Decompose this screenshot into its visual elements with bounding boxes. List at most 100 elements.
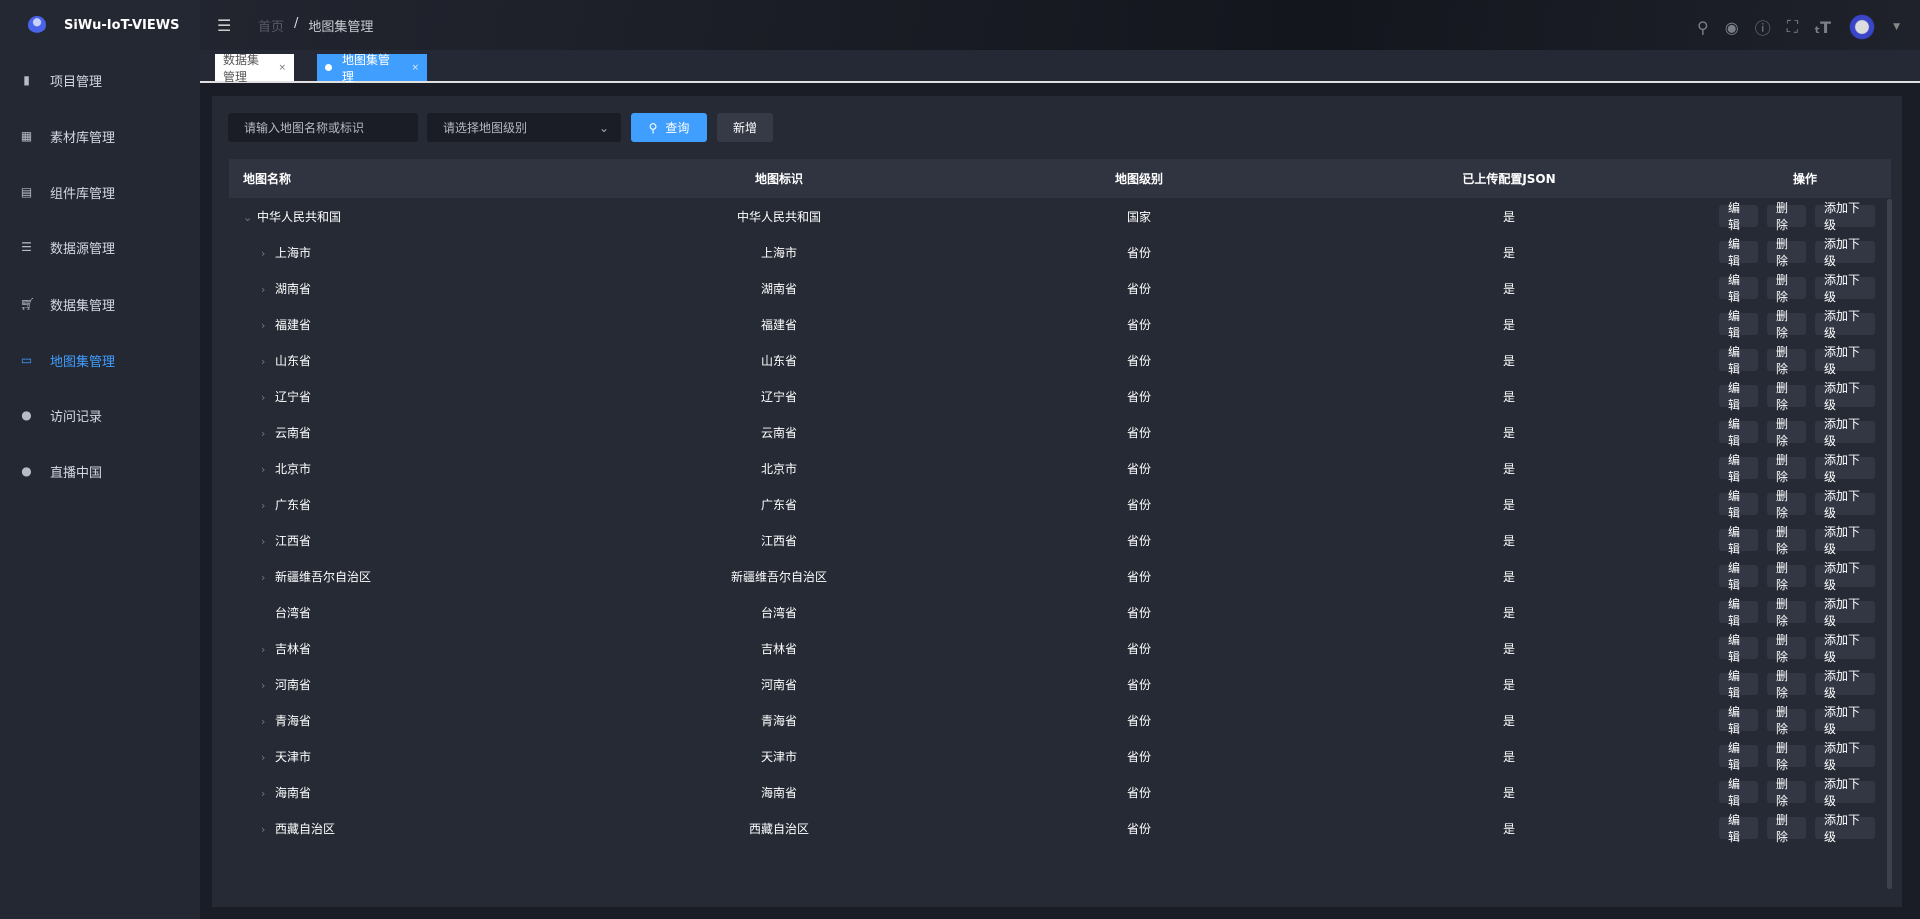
- close-icon[interactable]: ×: [411, 62, 419, 73]
- chevron-right-icon[interactable]: ›: [261, 390, 266, 404]
- font-size-icon[interactable]: ₜT: [1813, 17, 1832, 37]
- delete-button[interactable]: 删除: [1767, 777, 1806, 808]
- close-icon[interactable]: ×: [278, 62, 286, 73]
- edit-button[interactable]: 编辑: [1719, 669, 1758, 700]
- add-child-button[interactable]: 添加下级: [1815, 741, 1875, 772]
- add-child-button[interactable]: 添加下级: [1815, 777, 1875, 808]
- add-child-button[interactable]: 添加下级: [1815, 237, 1875, 268]
- table-scrollbar[interactable]: [1887, 199, 1892, 889]
- chevron-right-icon[interactable]: ›: [261, 534, 266, 548]
- edit-button[interactable]: 编辑: [1719, 597, 1758, 628]
- delete-button[interactable]: 删除: [1767, 633, 1806, 664]
- app-logo[interactable]: SiWu-IoT-VIEWS: [0, 0, 200, 50]
- github-icon[interactable]: ◉: [1724, 17, 1739, 37]
- edit-button[interactable]: 编辑: [1719, 777, 1758, 808]
- add-child-button[interactable]: 添加下级: [1815, 201, 1875, 232]
- delete-button[interactable]: 删除: [1767, 345, 1806, 376]
- chevron-right-icon[interactable]: ›: [261, 354, 266, 368]
- sidebar-item-0[interactable]: ▮ 项目管理: [0, 60, 200, 100]
- json-uploaded: 是: [1502, 749, 1515, 764]
- sidebar-item-2[interactable]: ▤ 组件库管理: [0, 172, 200, 212]
- map-level: 省份: [1126, 569, 1151, 584]
- delete-button[interactable]: 删除: [1767, 705, 1806, 736]
- add-child-button[interactable]: 添加下级: [1815, 669, 1875, 700]
- chevron-right-icon[interactable]: ›: [261, 642, 266, 656]
- add-child-button[interactable]: 添加下级: [1815, 309, 1875, 340]
- fullscreen-icon[interactable]: ⛶: [1786, 17, 1798, 36]
- sidebar-item-6[interactable]: ● 访问记录: [0, 395, 200, 435]
- edit-button[interactable]: 编辑: [1719, 633, 1758, 664]
- chevron-right-icon[interactable]: ›: [261, 750, 266, 764]
- edit-button[interactable]: 编辑: [1719, 453, 1758, 484]
- add-button[interactable]: 新增: [717, 113, 773, 142]
- delete-button[interactable]: 删除: [1767, 561, 1806, 592]
- edit-button[interactable]: 编辑: [1719, 561, 1758, 592]
- add-child-button[interactable]: 添加下级: [1815, 381, 1875, 412]
- chevron-right-icon[interactable]: ›: [261, 714, 266, 728]
- sidebar-item-3[interactable]: ☰ 数据源管理: [0, 227, 200, 267]
- edit-button[interactable]: 编辑: [1719, 309, 1758, 340]
- add-child-button[interactable]: 添加下级: [1815, 273, 1875, 304]
- delete-button[interactable]: 删除: [1767, 597, 1806, 628]
- chevron-right-icon[interactable]: ›: [261, 786, 266, 800]
- map-level-select[interactable]: 请选择地图级别 ⌄: [427, 113, 621, 142]
- add-child-button[interactable]: 添加下级: [1815, 597, 1875, 628]
- chevron-down-icon[interactable]: ▼: [1893, 22, 1900, 32]
- add-child-button[interactable]: 添加下级: [1815, 453, 1875, 484]
- chevron-right-icon[interactable]: ›: [261, 822, 266, 836]
- search-button[interactable]: ⚲ 查询: [631, 113, 707, 142]
- menu-toggle-icon[interactable]: ☰: [217, 16, 232, 35]
- chevron-right-icon[interactable]: ›: [261, 570, 266, 584]
- edit-button[interactable]: 编辑: [1719, 237, 1758, 268]
- edit-button[interactable]: 编辑: [1719, 417, 1758, 448]
- help-icon[interactable]: ⓘ: [1754, 19, 1771, 38]
- chevron-down-icon[interactable]: ⌄: [243, 210, 253, 224]
- add-child-button[interactable]: 添加下级: [1815, 561, 1875, 592]
- chevron-right-icon[interactable]: ›: [261, 462, 266, 476]
- edit-button[interactable]: 编辑: [1719, 705, 1758, 736]
- chevron-right-icon[interactable]: ›: [261, 246, 266, 260]
- delete-button[interactable]: 删除: [1767, 489, 1806, 520]
- edit-button[interactable]: 编辑: [1719, 273, 1758, 304]
- add-child-button[interactable]: 添加下级: [1815, 345, 1875, 376]
- delete-button[interactable]: 删除: [1767, 813, 1806, 844]
- edit-button[interactable]: 编辑: [1719, 813, 1758, 844]
- add-child-button[interactable]: 添加下级: [1815, 705, 1875, 736]
- sidebar-item-7[interactable]: ● 直播中国: [0, 451, 200, 491]
- edit-button[interactable]: 编辑: [1719, 525, 1758, 556]
- delete-button[interactable]: 删除: [1767, 237, 1806, 268]
- tab-dataset-management[interactable]: 数据集管理 ×: [215, 53, 294, 84]
- breadcrumb-home[interactable]: 首页: [258, 20, 285, 35]
- chevron-right-icon[interactable]: ›: [261, 282, 266, 296]
- delete-button[interactable]: 删除: [1767, 273, 1806, 304]
- edit-button[interactable]: 编辑: [1719, 489, 1758, 520]
- delete-button[interactable]: 删除: [1767, 201, 1806, 232]
- add-child-button[interactable]: 添加下级: [1815, 813, 1875, 844]
- delete-button[interactable]: 删除: [1767, 381, 1806, 412]
- delete-button[interactable]: 删除: [1767, 525, 1806, 556]
- search-icon[interactable]: ⚲: [1697, 17, 1709, 37]
- add-child-button[interactable]: 添加下级: [1815, 417, 1875, 448]
- delete-button[interactable]: 删除: [1767, 453, 1806, 484]
- delete-button[interactable]: 删除: [1767, 417, 1806, 448]
- delete-button[interactable]: 删除: [1767, 309, 1806, 340]
- add-child-button[interactable]: 添加下级: [1815, 633, 1875, 664]
- chevron-right-icon[interactable]: ›: [261, 678, 266, 692]
- chevron-right-icon[interactable]: ›: [261, 498, 266, 512]
- delete-button[interactable]: 删除: [1767, 741, 1806, 772]
- chevron-right-icon[interactable]: ›: [261, 318, 266, 332]
- edit-button[interactable]: 编辑: [1719, 345, 1758, 376]
- map-name-search-input[interactable]: 请输入地图名称或标识: [228, 113, 418, 142]
- add-child-button[interactable]: 添加下级: [1815, 489, 1875, 520]
- chevron-right-icon[interactable]: ›: [261, 426, 266, 440]
- edit-button[interactable]: 编辑: [1719, 741, 1758, 772]
- tab-map-management[interactable]: 地图集管理 ×: [317, 53, 427, 84]
- edit-button[interactable]: 编辑: [1719, 381, 1758, 412]
- sidebar-item-5[interactable]: ▭ 地图集管理: [0, 340, 200, 380]
- sidebar-item-1[interactable]: ▦ 素材库管理: [0, 116, 200, 156]
- delete-button[interactable]: 删除: [1767, 669, 1806, 700]
- edit-button[interactable]: 编辑: [1719, 201, 1758, 232]
- avatar[interactable]: [1847, 12, 1878, 42]
- add-child-button[interactable]: 添加下级: [1815, 525, 1875, 556]
- sidebar-item-4[interactable]: 🛒︎ 数据集管理: [0, 284, 200, 324]
